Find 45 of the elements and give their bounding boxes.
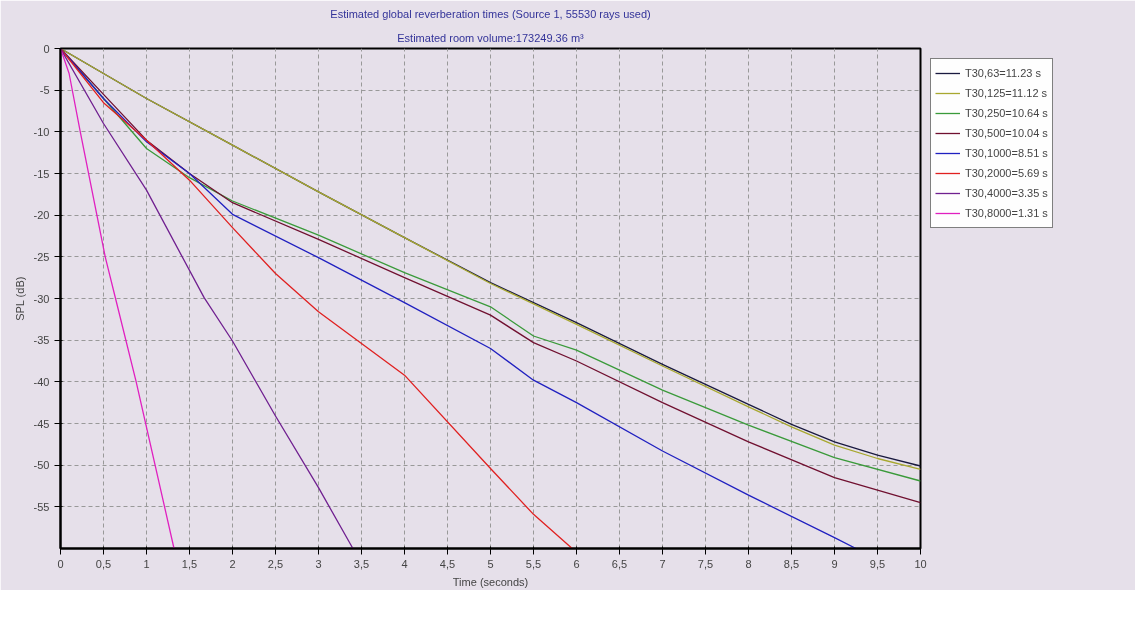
x-tick-label: 9,5 <box>869 557 886 570</box>
legend-label: T30,250=10.64 s <box>965 107 1048 119</box>
y-tick-label: -45 <box>33 417 50 430</box>
legend-label: T30,1000=8.51 s <box>965 147 1048 159</box>
y-tick-label: -30 <box>33 292 50 305</box>
x-tick-label: 7 <box>659 557 666 570</box>
x-tick-label: 7,5 <box>697 557 714 570</box>
x-tick-label: 8 <box>745 557 752 570</box>
x-tick-label: 1,5 <box>181 557 198 570</box>
x-tick-label: 4,5 <box>439 557 456 570</box>
x-tick-label: 10 <box>914 557 927 570</box>
x-tick-label: 3 <box>315 557 322 570</box>
x-tick-label: 5,5 <box>525 557 542 570</box>
legend-label: T30,125=11.12 s <box>965 87 1048 99</box>
y-tick-label: 0 <box>43 42 50 55</box>
x-tick-label: 6,5 <box>611 557 628 570</box>
chart-title: Estimated global reverberation times (Source 1, 55530 rays used) <box>330 7 651 20</box>
legend-label: T30,8000=1.31 s <box>965 207 1048 219</box>
legend-label: T30,500=10.04 s <box>965 127 1048 139</box>
chart-subtitle: Estimated room volume:173249.36 m³ <box>397 31 585 44</box>
y-tick-label: -10 <box>33 125 50 138</box>
x-tick-label: 0 <box>57 557 64 570</box>
x-axis-title: Time (seconds) <box>452 575 529 588</box>
y-tick-label: -35 <box>33 334 50 347</box>
x-tick-label: 2 <box>229 557 236 570</box>
x-tick-label: 3,5 <box>353 557 370 570</box>
x-tick-label: 6 <box>573 557 580 570</box>
x-tick-label: 0,5 <box>95 557 112 570</box>
y-tick-label: -5 <box>39 84 50 97</box>
x-tick-label: 5 <box>487 557 494 570</box>
x-tick-label: 8,5 <box>783 557 800 570</box>
legend-label: T30,4000=3.35 s <box>965 187 1048 199</box>
x-tick-label: 1 <box>143 557 150 570</box>
y-tick-label: -25 <box>33 250 50 263</box>
y-tick-label: -40 <box>33 375 50 388</box>
y-tick-label: -20 <box>33 209 50 222</box>
x-tick-label: 4 <box>401 557 408 570</box>
legend-label: T30,2000=5.69 s <box>965 167 1048 179</box>
y-tick-label: -15 <box>33 167 50 180</box>
x-tick-label: 9 <box>831 557 838 570</box>
y-axis-title: SPL (dB) <box>13 276 26 321</box>
legend-label: T30,63=11.23 s <box>965 67 1041 79</box>
y-tick-label: -50 <box>33 459 50 472</box>
y-tick-label: -55 <box>33 500 50 513</box>
x-tick-label: 2,5 <box>267 557 284 570</box>
